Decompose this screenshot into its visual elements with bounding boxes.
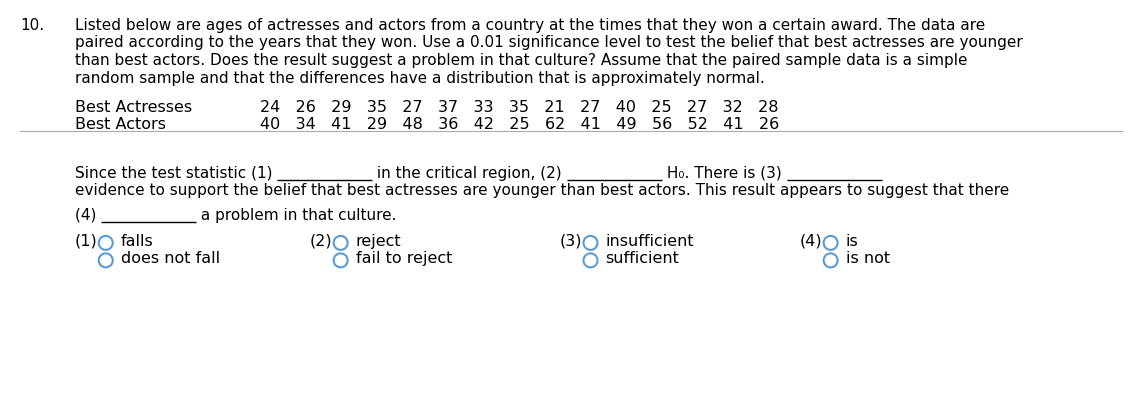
Text: fail to reject: fail to reject <box>356 251 452 267</box>
Text: 24   26   29   35   27   37   33   35   21   27   40   25   27   32   28: 24 26 29 35 27 37 33 35 21 27 40 25 27 3… <box>259 100 778 115</box>
Text: is not: is not <box>845 251 889 267</box>
Text: insufficient: insufficient <box>605 234 695 249</box>
Text: (4): (4) <box>75 208 101 222</box>
Text: sufficient: sufficient <box>605 251 680 267</box>
Text: Best Actresses: Best Actresses <box>75 100 193 115</box>
Text: (3): (3) <box>560 234 582 249</box>
Text: Best Actors: Best Actors <box>75 117 167 133</box>
Text: than best actors. Does the result suggest a problem in that culture? Assume that: than best actors. Does the result sugges… <box>75 53 968 68</box>
Text: (4): (4) <box>800 234 823 249</box>
Text: evidence to support the belief that best actresses are younger than best actors.: evidence to support the belief that best… <box>75 183 1010 198</box>
Text: reject: reject <box>356 234 401 249</box>
Text: does not fall: does not fall <box>121 251 220 267</box>
Text: in the critical region, (2): in the critical region, (2) <box>373 166 566 180</box>
Text: a problem in that culture.: a problem in that culture. <box>196 208 397 222</box>
Text: is: is <box>845 234 859 249</box>
Text: Listed below are ages of actresses and actors from a country at the times that t: Listed below are ages of actresses and a… <box>75 18 986 33</box>
Text: 10.: 10. <box>20 18 44 33</box>
Text: (2): (2) <box>310 234 333 249</box>
Text: (1): (1) <box>75 234 97 249</box>
Text: falls: falls <box>121 234 153 249</box>
Text: Since the test statistic (1): Since the test statistic (1) <box>75 166 278 180</box>
Text: 40   34   41   29   48   36   42   25   62   41   49   56   52   41   26: 40 34 41 29 48 36 42 25 62 41 49 56 52 4… <box>259 117 780 133</box>
Text: paired according to the years that they won. Use a 0.01 significance level to te: paired according to the years that they … <box>75 35 1023 51</box>
Text: H₀. There is (3): H₀. There is (3) <box>662 166 786 180</box>
Text: random sample and that the differences have a distribution that is approximately: random sample and that the differences h… <box>75 70 765 86</box>
